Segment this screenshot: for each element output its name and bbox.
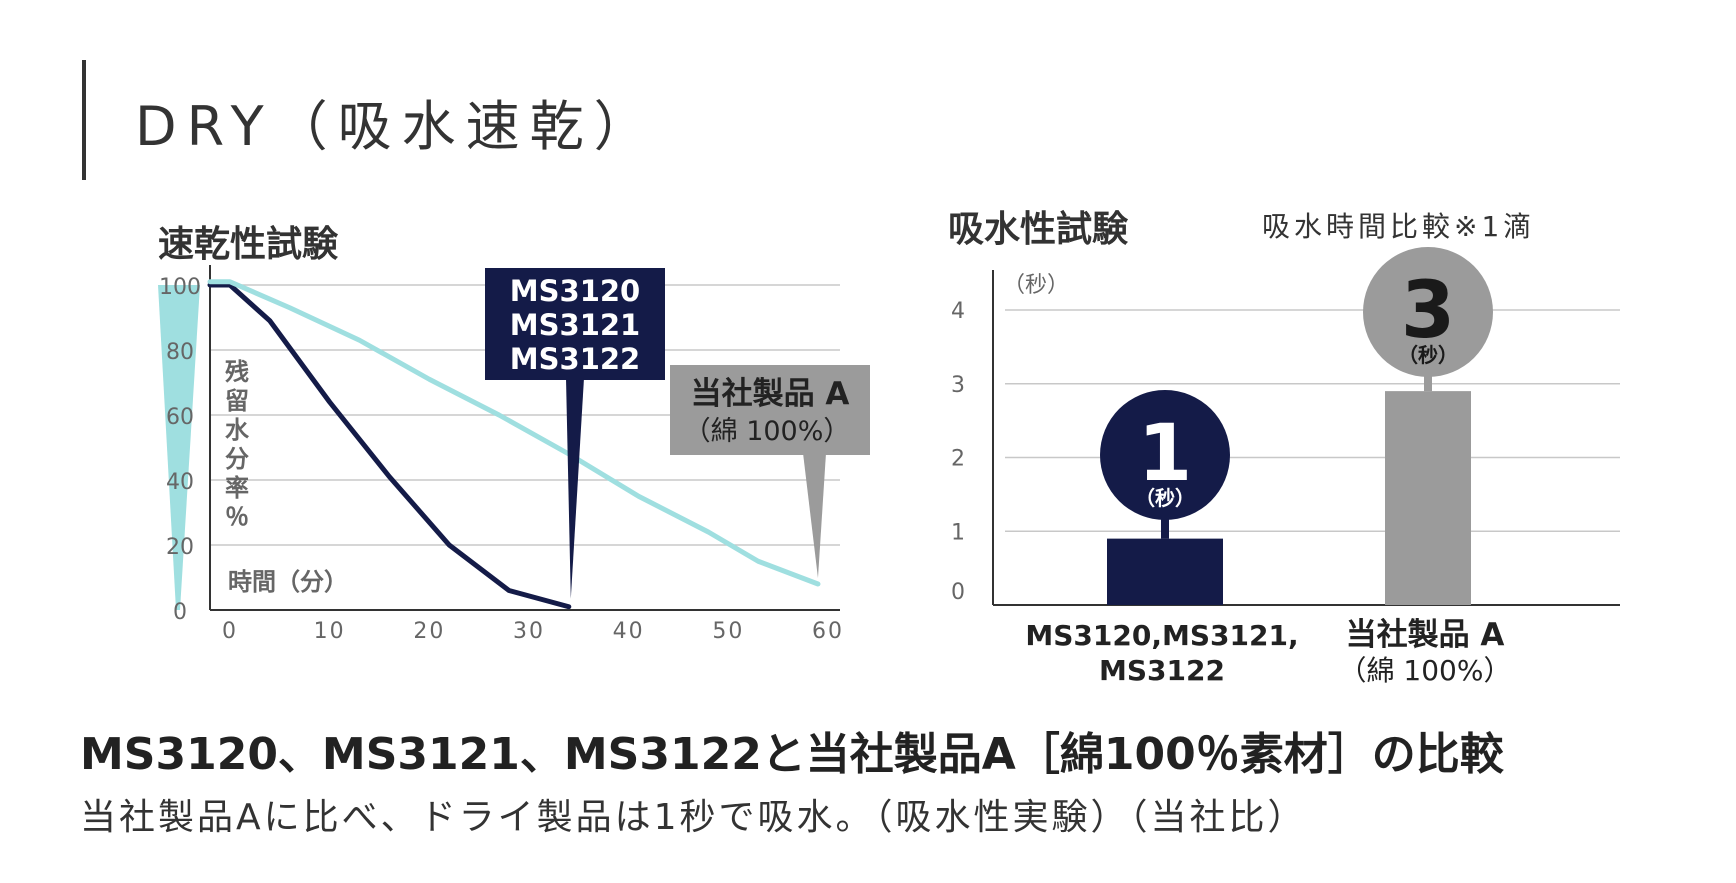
bar-chart-title: 吸水性試験 xyxy=(948,209,1129,250)
ms-callout-label: MS3121 xyxy=(510,308,640,342)
y-tick-label: 100 xyxy=(159,275,201,300)
series-line xyxy=(207,279,821,587)
x-tick-label: 20 xyxy=(413,619,445,644)
bar-category-label: 当社製品 A xyxy=(1346,617,1505,653)
bar xyxy=(1385,391,1471,605)
title-accent-bar xyxy=(82,60,86,180)
product-a-callout-pointer xyxy=(803,453,826,578)
bar-y-tick-label: 2 xyxy=(951,447,965,472)
bar xyxy=(1107,538,1223,605)
y-axis-label-char: 分 xyxy=(225,445,249,473)
value-bubble xyxy=(1363,247,1493,377)
bar-value-unit: （秒） xyxy=(1135,486,1195,510)
y-axis-label-char: 率 xyxy=(225,474,249,502)
bar-value-label: 3 xyxy=(1401,266,1455,356)
bar-connector xyxy=(1424,373,1432,392)
x-tick-label: 60 xyxy=(812,619,844,644)
bar-y-tick-label: 3 xyxy=(951,373,965,398)
y-axis-label-char: 水 xyxy=(225,416,250,444)
series-line xyxy=(207,282,572,610)
line-chart-title: 速乾性試験 xyxy=(158,224,339,265)
bar-y-tick-label: 0 xyxy=(951,580,965,605)
y-axis-label-char: 留 xyxy=(225,387,249,415)
footer-main-text: MS3120、MS3121、MS3122と当社製品A［綿100％素材］の比較 xyxy=(80,729,1504,780)
product-a-callout-box xyxy=(670,365,870,455)
bar-category-label: （綿 100%） xyxy=(1339,654,1512,687)
ms-callout-label: MS3120 xyxy=(510,274,640,308)
bar-value-label: 1 xyxy=(1138,409,1192,499)
x-axis-label: 時間（分） xyxy=(228,568,348,596)
y-tick-label: 20 xyxy=(166,535,194,560)
product-a-callout-name: 当社製品 A xyxy=(691,376,850,412)
x-tick-label: 50 xyxy=(712,619,744,644)
product-a-callout-note: （綿 100%） xyxy=(684,416,851,447)
bar-category-label: MS3120,MS3121, xyxy=(1025,619,1298,652)
x-tick-label: 40 xyxy=(613,619,645,644)
bar-value-unit: （秒） xyxy=(1398,343,1458,367)
page-title: DRY（吸水速乾） xyxy=(135,95,658,158)
y-axis-label-char: ％ xyxy=(225,503,249,531)
bar-chart-subtitle: 吸水時間比較※1滴 xyxy=(1262,210,1536,243)
bar-y-unit: （秒） xyxy=(1003,273,1069,298)
bar-category-label: MS3122 xyxy=(1099,654,1225,687)
ms-callout-box xyxy=(485,268,665,380)
y-tick-label: 40 xyxy=(166,470,194,495)
x-tick-label: 30 xyxy=(513,619,545,644)
value-bubble xyxy=(1100,390,1230,520)
y-tick-label: 60 xyxy=(166,405,194,430)
y-axis-wedge xyxy=(158,285,200,610)
bar-connector xyxy=(1161,516,1169,539)
ms-callout-pointer xyxy=(566,378,584,599)
x-tick-label: 0 xyxy=(222,619,238,644)
bar-y-tick-label: 4 xyxy=(951,299,965,324)
y-tick-label: 0 xyxy=(173,600,187,625)
ms-callout-label: MS3122 xyxy=(510,342,640,376)
y-axis-label-char: 残 xyxy=(225,358,249,386)
footer-note-text: 当社製品Aに比べ、ドライ製品は1秒で吸水。（吸水性実験）（当社比） xyxy=(80,797,1307,838)
y-tick-label: 80 xyxy=(166,340,194,365)
x-tick-label: 10 xyxy=(314,619,346,644)
bar-y-tick-label: 1 xyxy=(951,520,965,545)
